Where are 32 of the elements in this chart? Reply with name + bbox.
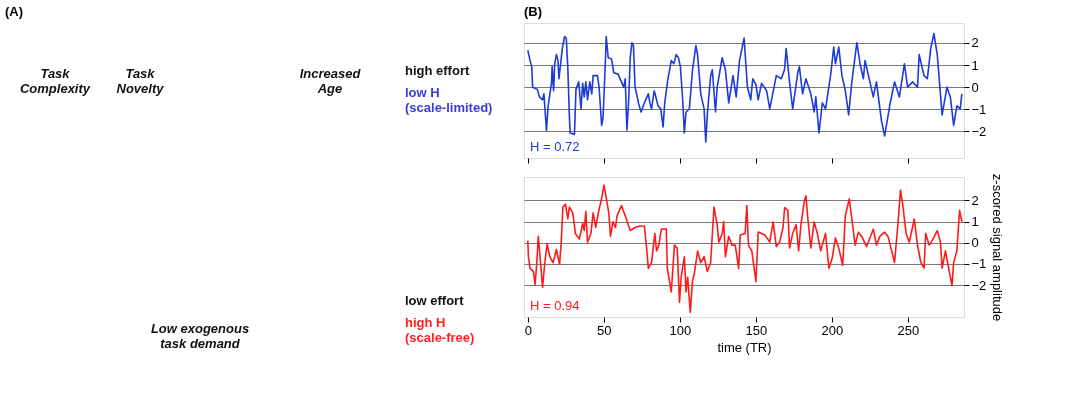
annotation: H = 0.72 <box>530 139 580 154</box>
line-series <box>527 184 963 314</box>
x-tick-label: 150 <box>745 322 768 338</box>
y-tick-label: 1 <box>971 214 979 230</box>
y-tick-label: −2 <box>971 123 987 139</box>
chart-title: (B) <box>524 4 543 19</box>
text: high H (scale-free) <box>405 315 475 345</box>
x-tick-label: 0 <box>524 322 532 338</box>
y-tick-label: −1 <box>971 256 987 272</box>
y-tick-label: −2 <box>971 277 987 293</box>
y-tick-label: 0 <box>971 79 979 95</box>
text: Low exogenous task demand <box>150 321 250 351</box>
y-tick-label: 2 <box>971 35 979 51</box>
text: low effort <box>405 293 465 308</box>
x-tick-label: 200 <box>821 322 844 338</box>
x-axis-title: time (TR) <box>717 339 772 355</box>
line-series <box>527 32 963 143</box>
x-tick-label: 50 <box>597 322 612 338</box>
y-tick-label: 0 <box>971 235 979 251</box>
y-axis-title: z-scored signal amplitude <box>990 173 1006 322</box>
y-tick-label: −1 <box>971 101 987 117</box>
x-tick-label: 250 <box>897 322 920 338</box>
y-tick-label: 1 <box>971 57 979 73</box>
x-tick-label: 100 <box>669 322 692 338</box>
text: low H (scale-limited) <box>405 85 493 115</box>
text: Task Novelty <box>116 66 165 96</box>
annotation: H = 0.94 <box>530 298 580 313</box>
text: (A) <box>5 4 24 19</box>
text: high effort <box>405 63 470 78</box>
text: Increased Age <box>299 66 362 96</box>
y-tick-label: 2 <box>971 192 979 208</box>
text: Task Complexity <box>19 66 91 96</box>
